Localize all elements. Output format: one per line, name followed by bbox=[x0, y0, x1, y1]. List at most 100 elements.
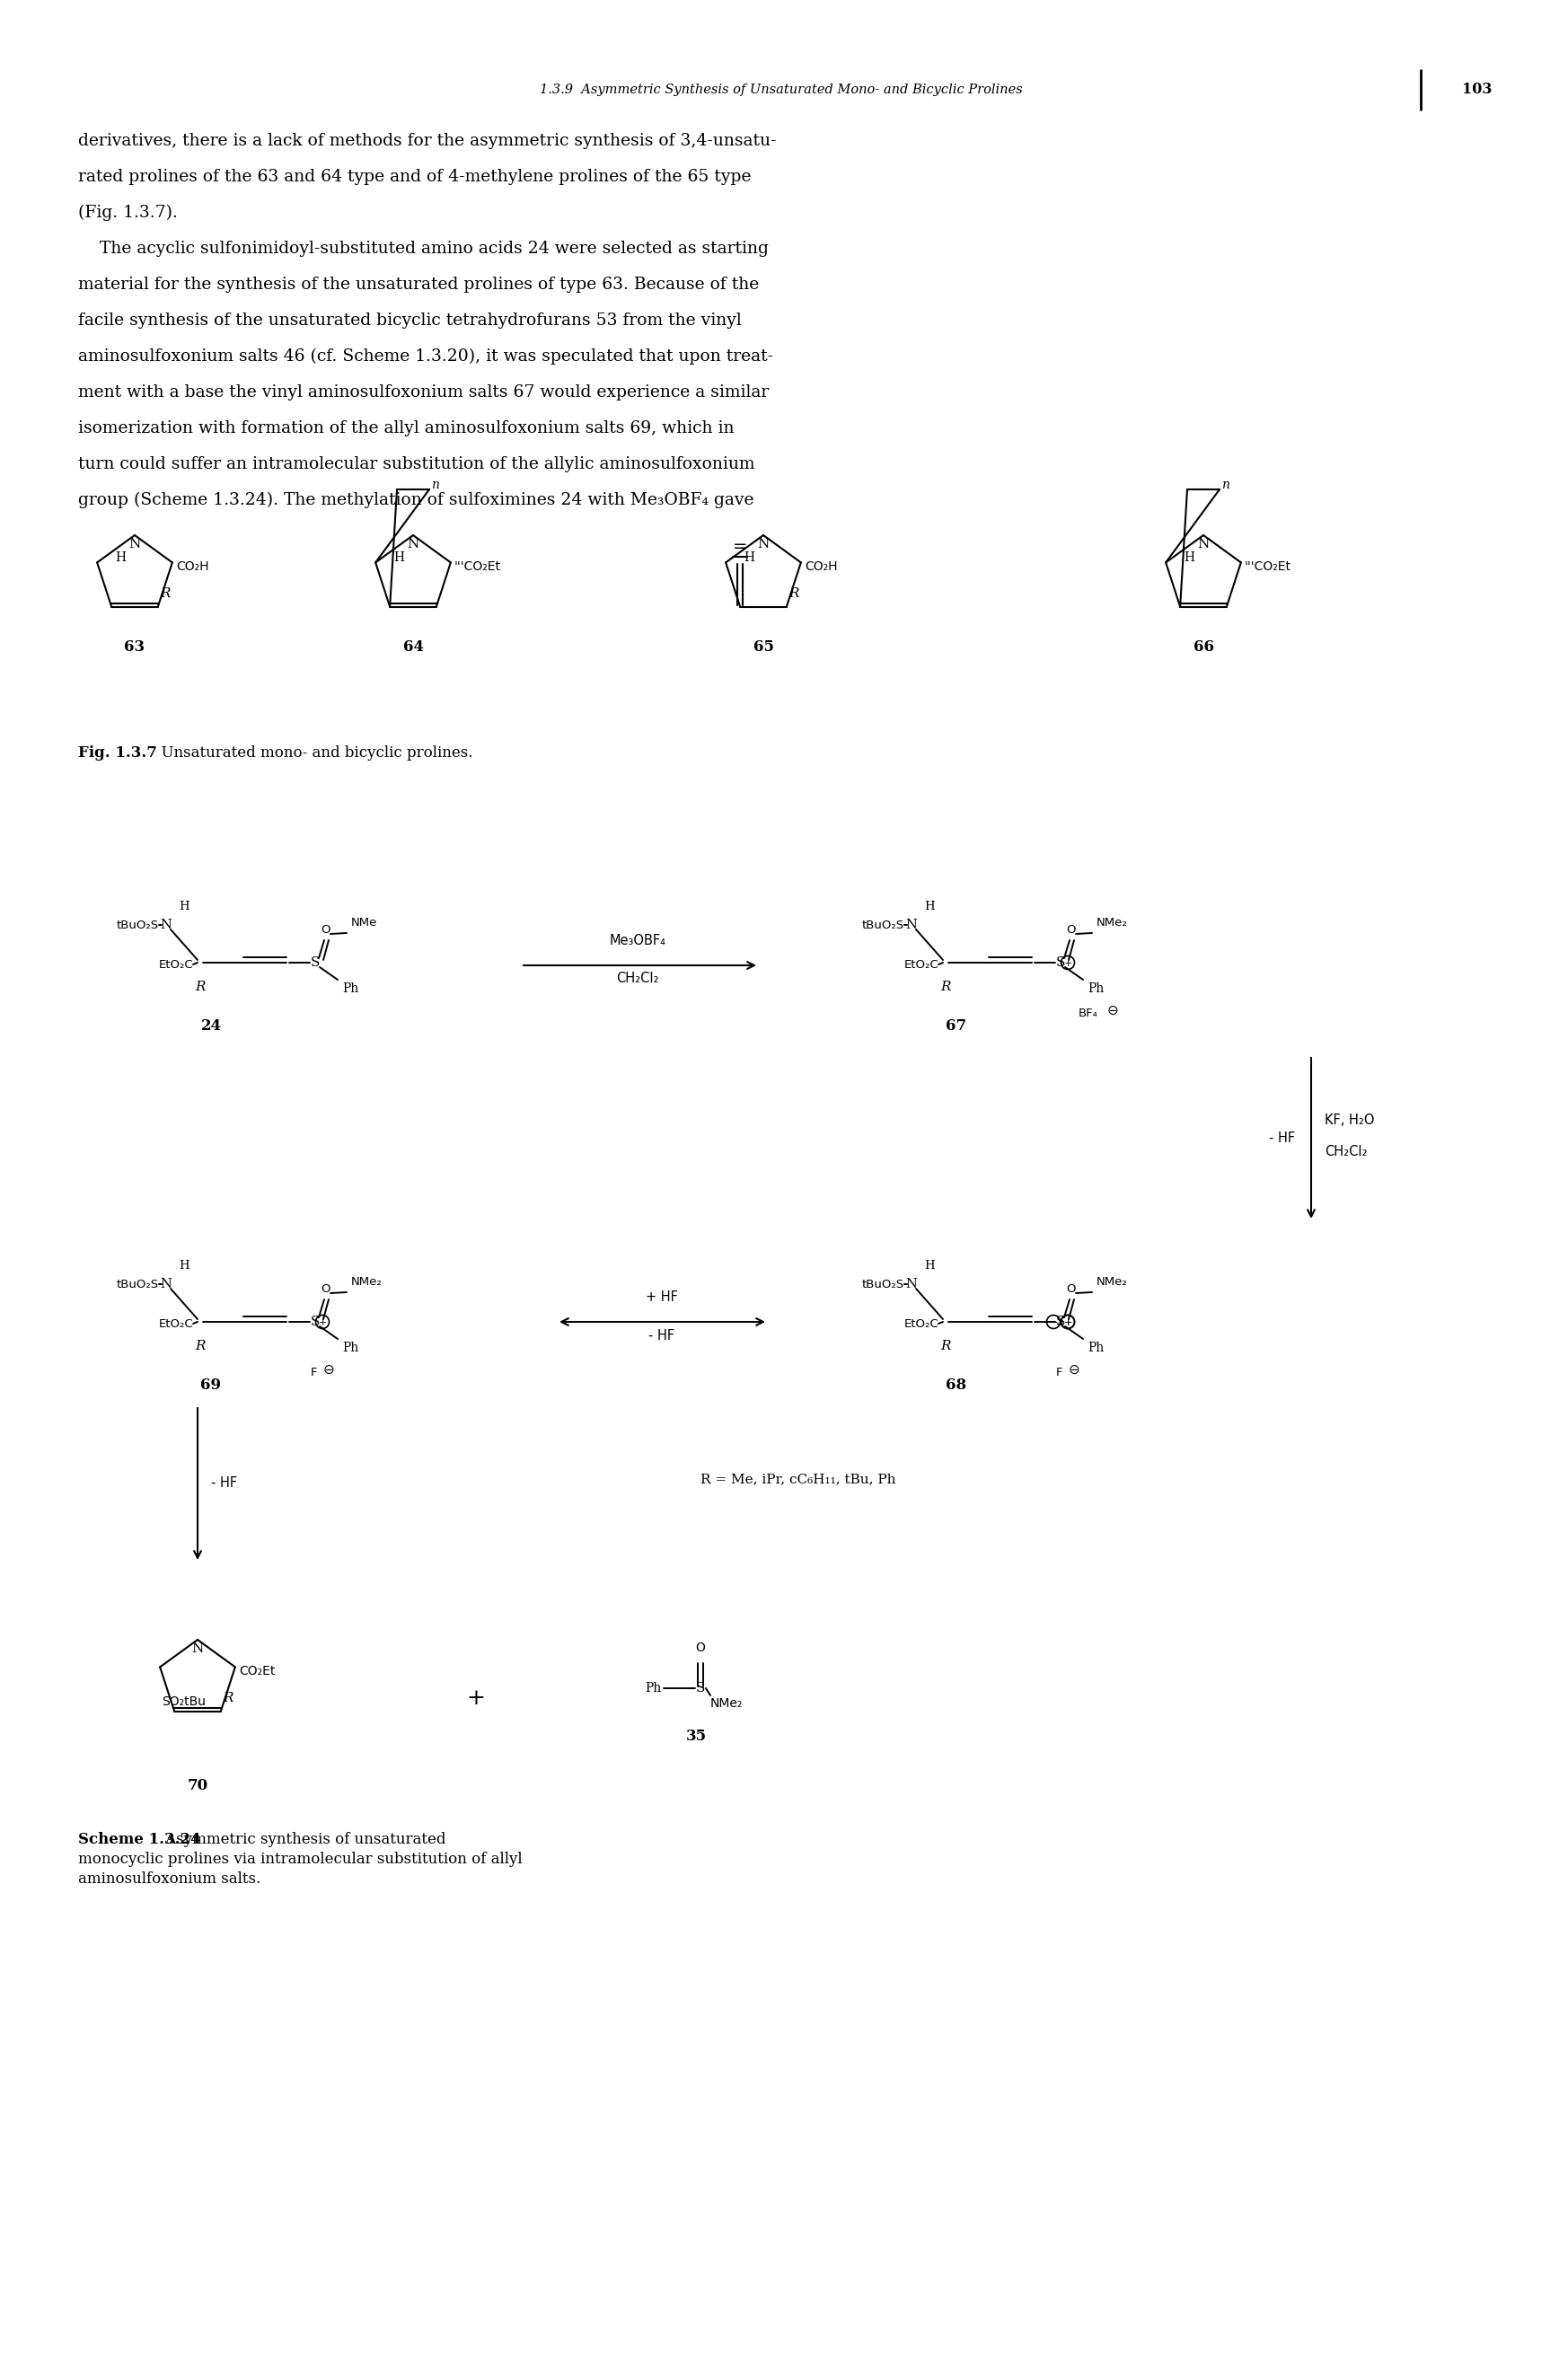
Text: F: F bbox=[310, 1367, 317, 1379]
Text: '''CO₂Et: '''CO₂Et bbox=[455, 561, 500, 573]
Text: group (Scheme 1.3.24). The methylation of sulfoximines 24 with Me₃OBF₄ gave: group (Scheme 1.3.24). The methylation o… bbox=[78, 492, 754, 509]
Text: CH₂Cl₂: CH₂Cl₂ bbox=[616, 972, 659, 984]
Text: EtO₂C: EtO₂C bbox=[903, 958, 939, 970]
Text: R: R bbox=[941, 1341, 950, 1353]
Text: +: + bbox=[1063, 1319, 1073, 1326]
Text: N: N bbox=[906, 1279, 917, 1291]
Text: N: N bbox=[408, 537, 419, 551]
Text: H: H bbox=[1184, 551, 1195, 563]
Text: Ph: Ph bbox=[342, 1341, 359, 1355]
Text: BF₄: BF₄ bbox=[1079, 1008, 1098, 1020]
Text: (Fig. 1.3.7).: (Fig. 1.3.7). bbox=[78, 204, 177, 221]
Text: - HF: - HF bbox=[212, 1476, 237, 1490]
Text: turn could suffer an intramolecular substitution of the allylic aminosulfoxonium: turn could suffer an intramolecular subs… bbox=[78, 456, 754, 473]
Text: 67: 67 bbox=[946, 1017, 967, 1034]
Text: S: S bbox=[696, 1683, 706, 1695]
Text: S: S bbox=[310, 1314, 320, 1329]
Text: +: + bbox=[467, 1688, 486, 1709]
Text: '''CO₂Et: '''CO₂Et bbox=[1245, 561, 1292, 573]
Text: n: n bbox=[431, 478, 439, 492]
Text: H: H bbox=[924, 1260, 935, 1272]
Text: O: O bbox=[1066, 1284, 1076, 1295]
Text: ⊖: ⊖ bbox=[1107, 1003, 1118, 1017]
Text: +: + bbox=[318, 1319, 326, 1326]
Text: tBuO₂S: tBuO₂S bbox=[116, 1279, 158, 1291]
Text: H: H bbox=[394, 551, 405, 563]
Text: R: R bbox=[789, 587, 798, 599]
Text: The acyclic sulfonimidoyl-substituted amino acids 24 were selected as starting: The acyclic sulfonimidoyl-substituted am… bbox=[78, 240, 768, 257]
Text: EtO₂C: EtO₂C bbox=[903, 1317, 939, 1329]
Text: ⊖: ⊖ bbox=[1069, 1362, 1080, 1376]
Text: ment with a base the vinyl aminosulfoxonium salts 67 would experience a similar: ment with a base the vinyl aminosulfoxon… bbox=[78, 385, 768, 399]
Text: Me₃OBF₄: Me₃OBF₄ bbox=[610, 934, 666, 948]
Text: NMe₂: NMe₂ bbox=[1096, 918, 1127, 929]
Text: NMe: NMe bbox=[351, 918, 378, 929]
Text: aminosulfoxonium salts.: aminosulfoxonium salts. bbox=[78, 1871, 260, 1887]
Text: S: S bbox=[310, 956, 320, 970]
Text: Ph: Ph bbox=[1088, 982, 1104, 996]
Text: 63: 63 bbox=[124, 639, 146, 654]
Text: H: H bbox=[179, 901, 190, 913]
Text: 65: 65 bbox=[753, 639, 773, 654]
Text: +: + bbox=[1063, 958, 1073, 967]
Text: NMe₂: NMe₂ bbox=[1096, 1276, 1127, 1288]
Text: EtO₂C: EtO₂C bbox=[158, 958, 193, 970]
Text: +: + bbox=[1063, 1319, 1073, 1326]
Text: 69: 69 bbox=[201, 1379, 221, 1393]
Text: rated prolines of the 63 and 64 type and of 4-methylene prolines of the 65 type: rated prolines of the 63 and 64 type and… bbox=[78, 169, 751, 185]
Text: H: H bbox=[179, 1260, 190, 1272]
Text: N: N bbox=[1198, 537, 1209, 551]
Text: N: N bbox=[191, 1643, 204, 1654]
Text: O: O bbox=[1066, 925, 1076, 937]
Text: Ph: Ph bbox=[342, 982, 359, 996]
Text: monocyclic prolines via intramolecular substitution of allyl: monocyclic prolines via intramolecular s… bbox=[78, 1852, 522, 1866]
Text: tBuO₂S: tBuO₂S bbox=[862, 1279, 905, 1291]
Text: n: n bbox=[1221, 478, 1229, 492]
Text: CH₂Cl₂: CH₂Cl₂ bbox=[1325, 1146, 1367, 1158]
Text: CO₂H: CO₂H bbox=[804, 561, 837, 573]
Text: Fig. 1.3.7: Fig. 1.3.7 bbox=[78, 746, 157, 761]
Text: S: S bbox=[1055, 956, 1065, 970]
Text: NMe₂: NMe₂ bbox=[710, 1697, 743, 1709]
Text: −: − bbox=[1049, 1317, 1058, 1329]
Text: H: H bbox=[114, 551, 125, 563]
Text: R: R bbox=[194, 1341, 205, 1353]
Text: facile synthesis of the unsaturated bicyclic tetrahydrofurans 53 from the vinyl: facile synthesis of the unsaturated bicy… bbox=[78, 311, 742, 328]
Text: derivatives, there is a lack of methods for the asymmetric synthesis of 3,4-unsa: derivatives, there is a lack of methods … bbox=[78, 133, 776, 150]
Text: tBuO₂S: tBuO₂S bbox=[862, 920, 905, 932]
Text: R: R bbox=[160, 587, 169, 599]
Text: H: H bbox=[743, 551, 754, 563]
Text: S: S bbox=[1055, 1314, 1065, 1329]
Text: 64: 64 bbox=[403, 639, 423, 654]
Text: 68: 68 bbox=[946, 1379, 967, 1393]
Text: 70: 70 bbox=[187, 1778, 209, 1792]
Text: R: R bbox=[194, 982, 205, 994]
Text: H: H bbox=[924, 901, 935, 913]
Text: R: R bbox=[941, 982, 950, 994]
Text: EtO₂C: EtO₂C bbox=[158, 1317, 193, 1329]
Text: Scheme 1.3.24: Scheme 1.3.24 bbox=[78, 1833, 201, 1847]
Text: SO₂tBu: SO₂tBu bbox=[162, 1695, 205, 1709]
Text: + HF: + HF bbox=[646, 1291, 677, 1305]
Text: ⊖: ⊖ bbox=[323, 1362, 334, 1376]
Text: tBuO₂S: tBuO₂S bbox=[116, 920, 158, 932]
Text: Unsaturated mono- and bicyclic prolines.: Unsaturated mono- and bicyclic prolines. bbox=[152, 746, 474, 761]
Text: N: N bbox=[757, 537, 770, 551]
Text: R: R bbox=[223, 1692, 234, 1704]
Text: N: N bbox=[160, 1279, 172, 1291]
Text: O: O bbox=[696, 1643, 706, 1654]
Text: 35: 35 bbox=[685, 1728, 706, 1745]
Text: material for the synthesis of the unsaturated prolines of type 63. Because of th: material for the synthesis of the unsatu… bbox=[78, 276, 759, 292]
Text: CO₂H: CO₂H bbox=[176, 561, 209, 573]
Text: - HF: - HF bbox=[1269, 1131, 1295, 1143]
Text: O: O bbox=[321, 1284, 331, 1295]
Text: N: N bbox=[129, 537, 141, 551]
Text: R = Me, iPr, cC₆H₁₁, tBu, Ph: R = Me, iPr, cC₆H₁₁, tBu, Ph bbox=[701, 1474, 895, 1486]
Text: N: N bbox=[160, 918, 172, 932]
Text: 24: 24 bbox=[201, 1017, 221, 1034]
Text: 1.3.9  Asymmetric Synthesis of Unsaturated Mono- and Bicyclic Prolines: 1.3.9 Asymmetric Synthesis of Unsaturate… bbox=[539, 83, 1022, 95]
Text: - HF: - HF bbox=[649, 1329, 674, 1343]
Text: 66: 66 bbox=[1193, 639, 1214, 654]
Text: KF, H₂O: KF, H₂O bbox=[1325, 1112, 1375, 1127]
Text: Ph: Ph bbox=[646, 1683, 662, 1695]
